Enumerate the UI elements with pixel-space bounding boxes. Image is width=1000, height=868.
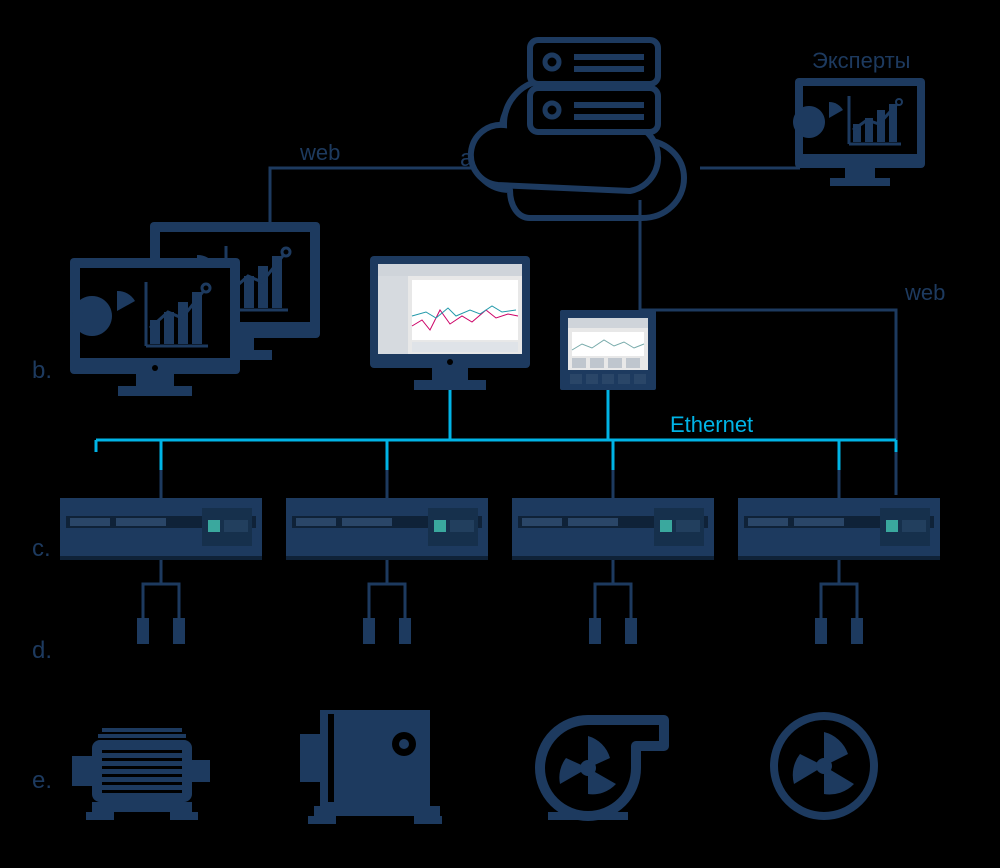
controller-icon <box>738 498 940 560</box>
scada-monitor-icon <box>370 256 530 390</box>
pump-icon <box>540 720 664 820</box>
sensor-plug-icon <box>589 618 601 644</box>
dashboard-monitors-icon <box>70 222 320 396</box>
web-left-label: web <box>299 140 340 165</box>
controller-icon <box>60 498 262 560</box>
hmi-panel-icon <box>560 310 656 390</box>
experts-label: Эксперты <box>812 48 910 73</box>
sensor-plug-icon <box>851 618 863 644</box>
controller-icon <box>512 498 714 560</box>
row-e-label: e. <box>32 767 52 794</box>
experts-monitor-icon <box>793 78 925 186</box>
controller-icon <box>286 498 488 560</box>
sensor-plug-icon <box>173 618 185 644</box>
motor-icon <box>72 728 210 820</box>
gearbox-icon <box>300 710 442 824</box>
sensor-plug-icon <box>363 618 375 644</box>
ethernet-label: Ethernet <box>670 412 753 437</box>
sensor-plug-icon <box>625 618 637 644</box>
sensor-plug-icon <box>399 618 411 644</box>
row-c-label: c. <box>32 535 51 562</box>
sensor-plug-icon <box>815 618 827 644</box>
fan-icon <box>774 716 874 816</box>
row-d-label: d. <box>32 637 52 664</box>
web-right-label: web <box>904 280 945 305</box>
row-b-label: b. <box>32 357 52 384</box>
servers-icon <box>530 40 658 132</box>
sensor-plug-icon <box>137 618 149 644</box>
